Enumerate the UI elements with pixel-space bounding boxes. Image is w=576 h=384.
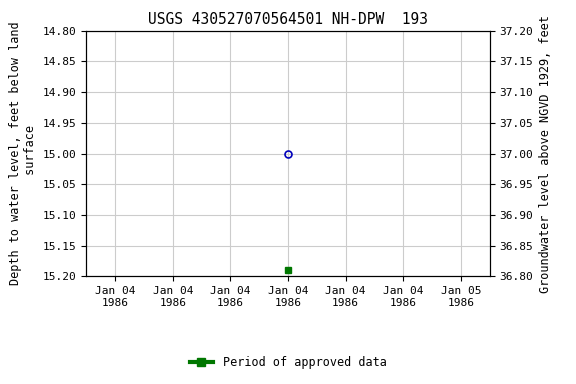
Y-axis label: Groundwater level above NGVD 1929, feet: Groundwater level above NGVD 1929, feet (539, 15, 552, 293)
Legend: Period of approved data: Period of approved data (185, 351, 391, 374)
Title: USGS 430527070564501 NH-DPW  193: USGS 430527070564501 NH-DPW 193 (148, 12, 428, 27)
Y-axis label: Depth to water level, feet below land
 surface: Depth to water level, feet below land su… (9, 22, 37, 285)
